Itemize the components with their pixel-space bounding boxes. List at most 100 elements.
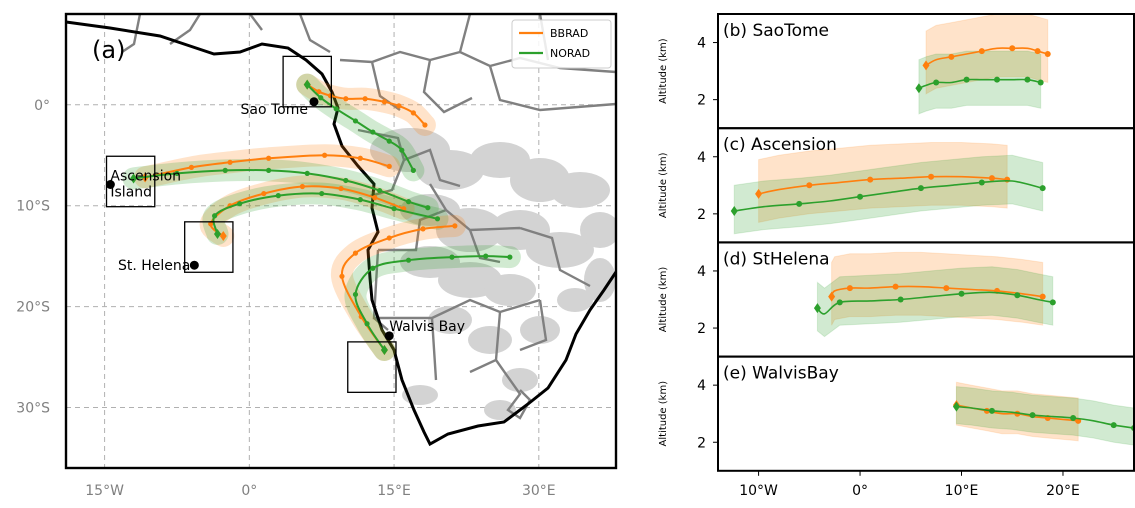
- altitude-point: [892, 283, 899, 290]
- altitude-line: [925, 47, 1049, 67]
- altitude-start-marker: [952, 401, 960, 412]
- site-box: [347, 341, 397, 393]
- trajectory-point: [352, 118, 359, 124]
- altitude-line: [734, 179, 1043, 212]
- trajectory-point: [370, 129, 376, 135]
- cloud-patch: [584, 258, 616, 302]
- trajectory-point: [370, 265, 376, 271]
- site-label: Sao Tome: [240, 102, 307, 118]
- altitude-point: [978, 48, 985, 55]
- trajectory-point: [316, 89, 322, 95]
- altitude-point: [1039, 185, 1046, 192]
- cloud-patch: [520, 316, 560, 344]
- altitude-point: [994, 76, 1001, 83]
- map-x-tick-labels: 15°W 0° 15°E 30°E: [85, 483, 555, 499]
- y-tick-label: 4: [697, 36, 706, 52]
- trajectory-point: [338, 185, 344, 192]
- map-geography: [66, 14, 616, 468]
- y-tick-label: 4: [697, 150, 706, 166]
- legend-label-norad: NORAD: [550, 47, 590, 60]
- trajectory-point: [507, 254, 513, 260]
- altitude-point: [988, 175, 995, 182]
- altitude-point: [1029, 412, 1036, 419]
- trajectory-point: [318, 95, 324, 101]
- altitude-panel-frame: [717, 355, 1135, 472]
- altitude-point: [796, 200, 803, 207]
- trajectory-point: [376, 187, 383, 194]
- altitude-start-marker: [915, 83, 923, 94]
- altitude-panel-title: (d) StHelena: [723, 249, 830, 269]
- cloud-patch: [468, 326, 512, 354]
- altitude-point: [1039, 293, 1046, 300]
- altitude-line: [956, 405, 1134, 429]
- cloud-patch: [580, 212, 616, 248]
- trajectory-point: [381, 99, 388, 105]
- altitude-point: [928, 173, 935, 180]
- y-tick-label: 2: [697, 207, 706, 223]
- trajectory-point: [391, 206, 397, 212]
- trajectory-point: [357, 197, 363, 203]
- trajectory-point: [452, 223, 458, 229]
- altitude-point: [1014, 292, 1021, 299]
- trajectory-point: [343, 177, 349, 184]
- trajectory-point: [362, 96, 368, 102]
- altitude-band: [816, 266, 1054, 338]
- y-tick-label: 2: [697, 321, 706, 337]
- trajectory-point: [410, 167, 416, 173]
- site-boxes: [105, 55, 397, 393]
- trajectory-point: [422, 122, 428, 128]
- y-axis-label: Altitude (km): [658, 152, 669, 218]
- trajectory-point: [319, 190, 325, 197]
- x-tick-label: 0°: [852, 483, 868, 499]
- altitude-point: [867, 176, 874, 183]
- altitude-point: [963, 76, 970, 83]
- map-x-tick-label: 15°W: [85, 483, 124, 499]
- altitude-panel-title: (e) WalvisBay: [723, 364, 839, 384]
- site-marker: [384, 331, 394, 341]
- altitude-start-marker: [922, 60, 930, 71]
- map-x-tick-label: 0°: [241, 483, 257, 499]
- y-tick-label: 2: [697, 93, 706, 109]
- altitude-point: [1004, 176, 1011, 183]
- altitude-point: [1024, 76, 1031, 83]
- site-label: Ascension Island: [110, 169, 181, 201]
- map-x-tick-label: 30°E: [522, 483, 556, 499]
- altitude-line: [918, 78, 1041, 89]
- altitude-start-marker: [813, 303, 821, 314]
- site-marker: [189, 260, 199, 270]
- trajectory-point: [396, 103, 402, 109]
- site-box: [184, 221, 234, 273]
- trajectory-lines: [130, 79, 513, 355]
- altitude-line: [758, 175, 1008, 195]
- trajectory-point: [304, 170, 310, 177]
- trajectory-point: [352, 250, 359, 256]
- trajectory-point: [266, 167, 272, 173]
- map-y-tick-label: 10°S: [16, 199, 50, 215]
- altitude-point: [978, 179, 985, 186]
- trajectory-point: [227, 159, 233, 165]
- trajectory-point: [357, 155, 363, 161]
- altitude-point: [836, 299, 843, 306]
- altitude-panel-title: (b) SaoTome: [723, 21, 829, 41]
- map-panel: Sao Tome Ascension Island St. Helena Walvis …: [16, 12, 618, 499]
- trajectory-point: [261, 190, 267, 197]
- site-markers: Sao Tome Ascension Island St. Helena Walvis …: [105, 97, 465, 341]
- trajectory-point: [410, 110, 416, 116]
- coastline: [66, 20, 616, 447]
- trajectory-point: [386, 163, 392, 169]
- map-gridlines: [66, 14, 616, 468]
- cloud-patch: [526, 232, 594, 268]
- map-frame: [64, 12, 618, 470]
- map-panel-label: (a): [92, 36, 125, 64]
- trajectory-point: [405, 199, 412, 205]
- y-axis-label: Altitude (km): [658, 267, 669, 333]
- map-y-tick-label: 20°S: [16, 300, 50, 316]
- trajectory-point: [386, 235, 392, 241]
- altitude-panel-title: (c) Ascension: [723, 135, 837, 155]
- trajectory-point: [266, 155, 272, 161]
- trajectory-point: [399, 147, 405, 153]
- altitude-panel: (d) StHelena 2 4 Altitude (km): [658, 241, 1135, 358]
- altitude-point: [948, 53, 955, 60]
- trajectory-point: [425, 205, 431, 211]
- cloud-patch: [550, 172, 610, 208]
